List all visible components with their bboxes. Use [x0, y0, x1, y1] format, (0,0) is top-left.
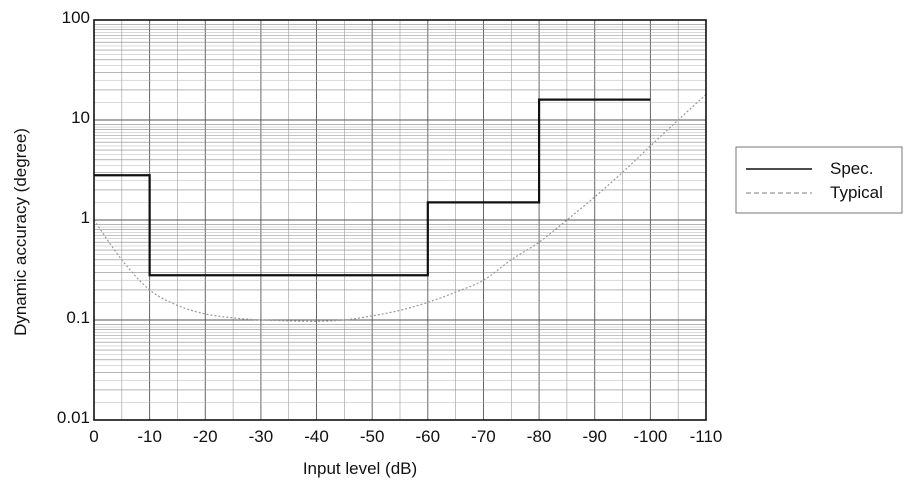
- x-tick-label: -60: [416, 427, 441, 446]
- legend-box: [735, 146, 903, 214]
- tick-labels: 0 -10 -20 -30 -40 -50 -60 -70 -80 -90 -100 -110 0.01…: [57, 8, 722, 446]
- y-axis-label: Dynamic accuracy (degree): [11, 128, 30, 336]
- plot-frame: [93, 19, 707, 421]
- series-line-typical: [93, 94, 707, 322]
- y-tick-label: 1: [81, 208, 90, 227]
- x-tick-label: -20: [193, 427, 218, 446]
- x-tick-label: -80: [527, 427, 552, 446]
- y-tick-label: 100: [62, 8, 90, 27]
- y-tick-label: 0.01: [57, 408, 90, 427]
- x-tick-label: 0: [89, 427, 98, 446]
- grid: [93, 20, 707, 421]
- y-tick-label: 0.1: [66, 308, 90, 327]
- series-layer: [93, 94, 707, 322]
- legend: Spec. Typical: [735, 146, 903, 214]
- x-tick-label: -40: [304, 427, 329, 446]
- x-tick-label: -50: [360, 427, 385, 446]
- x-tick-label: -110: [690, 427, 723, 446]
- x-tick-label: -30: [249, 427, 274, 446]
- y-tick-label: 10: [71, 108, 90, 127]
- x-tick-label: -90: [582, 427, 607, 446]
- x-tick-label: -10: [137, 427, 162, 446]
- series-line-spec: [94, 98, 651, 277]
- x-tick-label: -100: [633, 427, 667, 446]
- legend-label: Typical: [830, 183, 883, 202]
- legend-label: Spec.: [830, 159, 873, 178]
- x-axis-label: Input level (dB): [303, 459, 417, 478]
- x-tick-label: -70: [471, 427, 496, 446]
